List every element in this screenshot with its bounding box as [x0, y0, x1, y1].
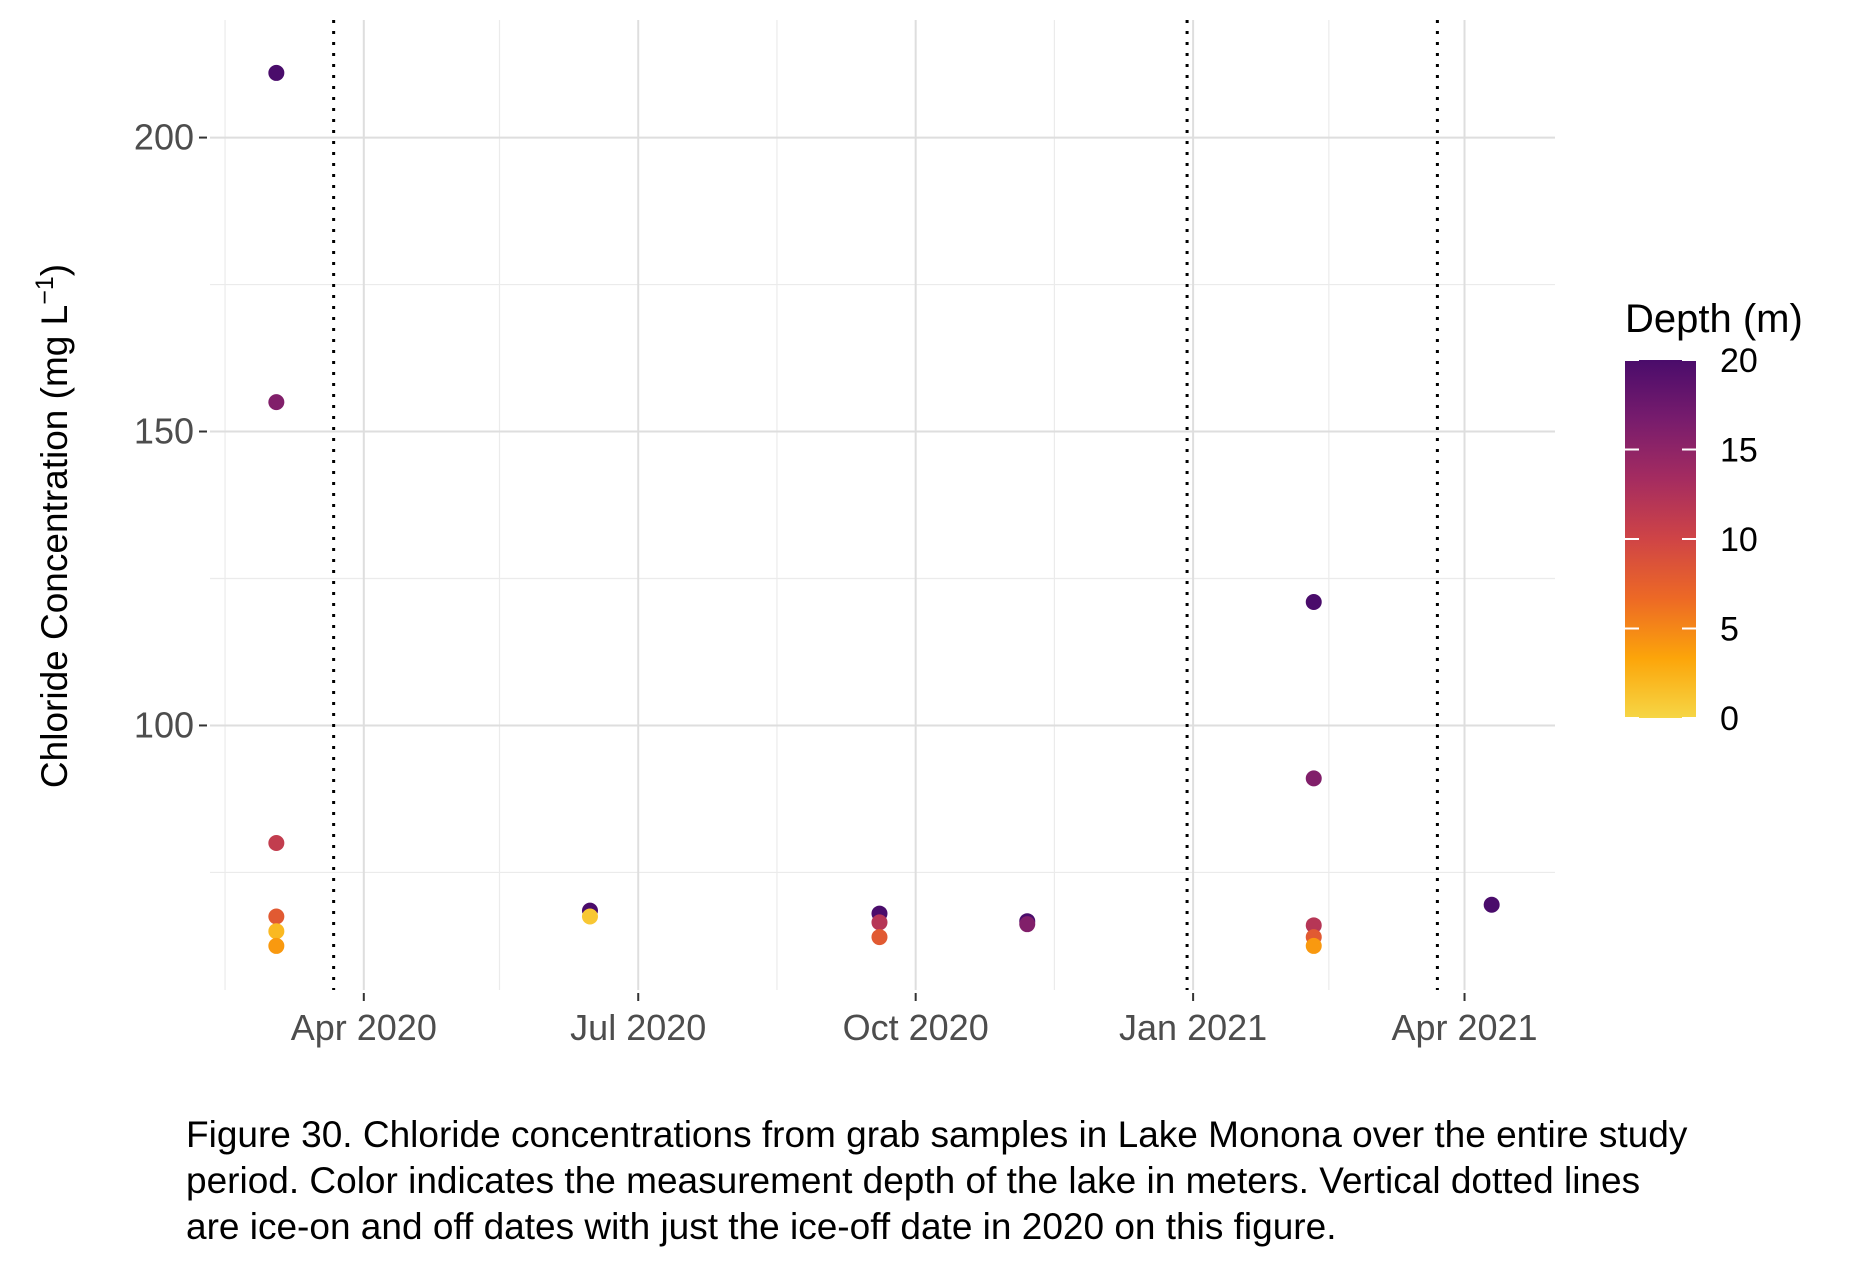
caption-line-1: Figure 30. Chloride concentrations from … — [186, 1114, 1688, 1155]
caption-line-3: are ice-on and off dates with just the i… — [186, 1206, 1337, 1247]
data-point — [268, 835, 285, 852]
grid-lines — [210, 20, 1555, 990]
legend-tick-label: 20 — [1720, 342, 1758, 380]
legend-ticks: 0 5 10 15 20 — [1625, 342, 1758, 738]
figure-caption: Figure 30. Chloride concentrations from … — [186, 1112, 1875, 1250]
color-legend: Depth (m) 0 5 10 15 20 — [1625, 297, 1803, 738]
data-point — [268, 937, 285, 954]
legend-title: Depth (m) — [1625, 297, 1803, 341]
data-point — [268, 64, 285, 81]
y-tick-label: 100 — [134, 704, 194, 745]
x-tick-label: Apr 2020 — [291, 1007, 437, 1048]
data-point — [1305, 937, 1322, 954]
x-tick-label: Jul 2020 — [570, 1007, 706, 1048]
data-points — [268, 64, 1500, 954]
x-tick-label: Jan 2021 — [1119, 1007, 1267, 1048]
ice-date-lines — [332, 20, 1439, 990]
data-point — [871, 929, 888, 946]
legend-tick-label: 0 — [1720, 700, 1739, 738]
y-tick-label: 150 — [134, 411, 194, 452]
legend-tick-label: 5 — [1720, 611, 1739, 649]
data-point — [1305, 594, 1322, 610]
axes: Apr 2020 Jul 2020 Oct 2020 Jan 2021 Apr 2021… — [134, 117, 1538, 1048]
data-point — [1483, 896, 1500, 913]
y-axis-title: Chloride Concentration (mg L−1) — [31, 264, 75, 788]
x-tick-label: Oct 2020 — [843, 1007, 989, 1048]
y-axis-title-text: Chloride Concentration (mg L — [34, 305, 75, 788]
legend-tick-label: 15 — [1720, 432, 1758, 470]
x-tick-label: Apr 2021 — [1391, 1007, 1537, 1048]
data-point — [1305, 917, 1322, 934]
data-point — [268, 908, 285, 925]
y-tick-label: 200 — [134, 117, 194, 158]
data-point — [581, 908, 598, 925]
data-point — [268, 923, 285, 940]
y-axis-title-close: ) — [34, 264, 75, 276]
caption-line-2: period. Color indicates the measurement … — [186, 1160, 1641, 1201]
legend-tick-label: 10 — [1720, 521, 1758, 559]
y-axis-title-superscript: −1 — [31, 276, 59, 305]
data-point — [1305, 770, 1322, 787]
data-point — [871, 914, 888, 931]
data-point — [1019, 916, 1036, 933]
data-point — [268, 394, 285, 411]
